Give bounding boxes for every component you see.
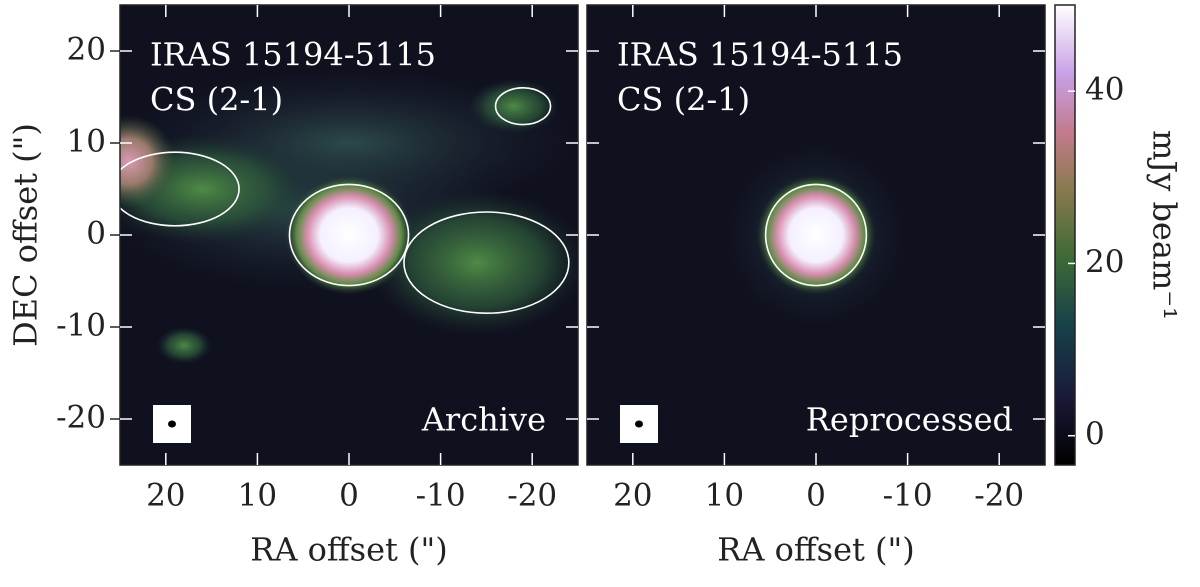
beam: [635, 420, 643, 428]
y-tick-label: -10: [56, 308, 106, 344]
x-axis-label: RA offset ("): [250, 531, 447, 569]
colorbar-tick-label: 40: [1085, 72, 1124, 108]
colorbar-label: mJy beam⁻¹: [1146, 130, 1184, 320]
x-tick-label: 10: [705, 478, 744, 514]
contour: [288, 183, 410, 287]
emission: [468, 78, 560, 134]
emission: [367, 189, 578, 337]
emission: [120, 115, 175, 208]
colorbar-tick-label: 20: [1085, 244, 1124, 280]
colorbar: [1054, 4, 1076, 466]
panel-title: IRAS 15194-5115: [150, 36, 436, 74]
x-tick-label: 0: [339, 478, 359, 514]
x-tick-label: -20: [507, 478, 557, 514]
x-tick-label: -10: [883, 478, 933, 514]
map-panel: [587, 5, 1045, 465]
beam: [168, 420, 176, 428]
panel-annotation: Reprocessed: [806, 401, 1013, 439]
emission: [284, 175, 414, 295]
panel-subtitle: CS (2-1): [617, 81, 750, 119]
map-panel: [120, 5, 578, 465]
y-tick-label: 10: [67, 124, 106, 160]
contour: [494, 86, 552, 126]
y-axis-label: DEC offset ("): [7, 123, 45, 347]
contour: [764, 183, 868, 287]
contour: [120, 151, 240, 227]
emission: [156, 327, 212, 364]
y-tick-label: 0: [86, 216, 106, 252]
x-axis-label: RA offset ("): [717, 531, 914, 569]
x-tick-label: 10: [238, 478, 277, 514]
x-tick-label: 20: [613, 478, 652, 514]
y-tick-label: -20: [56, 400, 106, 436]
contour: [403, 211, 570, 314]
x-tick-label: 0: [806, 478, 826, 514]
panel-title: IRAS 15194-5115: [617, 36, 903, 74]
emission: [756, 175, 876, 295]
panel-subtitle: CS (2-1): [150, 81, 283, 119]
x-tick-label: -10: [416, 478, 466, 514]
y-tick-label: 20: [67, 32, 106, 68]
x-tick-label: -20: [974, 478, 1024, 514]
x-tick-label: 20: [146, 478, 185, 514]
panel-annotation: Archive: [421, 401, 546, 439]
colorbar-tick-label: 0: [1085, 416, 1105, 452]
